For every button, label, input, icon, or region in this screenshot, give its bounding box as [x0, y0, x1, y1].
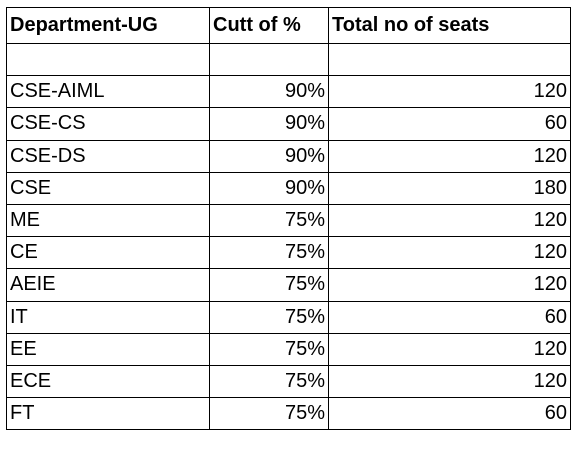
cell-cutoff: 90%	[209, 171, 329, 205]
cell-seats: 60	[328, 107, 571, 141]
cell-cutoff: 90%	[209, 75, 329, 109]
cell-department: EE	[6, 332, 210, 366]
table-row: FT 75% 60	[6, 397, 571, 431]
cell-seats: 60	[328, 300, 571, 334]
cell-cutoff: 75%	[209, 364, 329, 399]
cell-department: AEIE	[6, 268, 210, 302]
cell-seats: 120	[328, 236, 571, 270]
cell-cutoff: 90%	[209, 139, 329, 173]
cell-seats: 120	[328, 364, 571, 399]
header-department: Department-UG	[6, 7, 210, 44]
table-row	[6, 42, 571, 77]
header-cutoff: Cutt of %	[209, 7, 329, 44]
cell-cutoff: 75%	[209, 397, 329, 431]
cell-department: ECE	[6, 364, 210, 399]
cell-seats: 120	[328, 268, 571, 302]
cell-cutoff: 75%	[209, 203, 329, 238]
cell-seats: 180	[328, 171, 571, 205]
cell-department: CSE-DS	[6, 139, 210, 173]
table-row: ECE 75% 120	[6, 364, 571, 399]
cell-seats: 60	[328, 397, 571, 431]
cell-seats: 120	[328, 332, 571, 366]
table-row: CSE 90% 180	[6, 171, 571, 205]
cell-cutoff	[209, 42, 329, 77]
cell-cutoff: 75%	[209, 236, 329, 270]
table-row: CSE-CS 90% 60	[6, 107, 571, 141]
cell-seats	[328, 42, 571, 77]
cell-department: FT	[6, 397, 210, 431]
table-row: IT 75% 60	[6, 300, 571, 334]
cell-seats: 120	[328, 203, 571, 238]
cell-cutoff: 75%	[209, 268, 329, 302]
cell-department: CE	[6, 236, 210, 270]
table-row: CSE-AIML 90% 120	[6, 75, 571, 109]
cell-department	[6, 42, 210, 77]
cell-cutoff: 90%	[209, 107, 329, 141]
cell-department: IT	[6, 300, 210, 334]
table-row: CSE-DS 90% 120	[6, 139, 571, 173]
cell-cutoff: 75%	[209, 332, 329, 366]
table-row: EE 75% 120	[6, 332, 571, 366]
table-row: CE 75% 120	[6, 236, 571, 270]
cell-seats: 120	[328, 139, 571, 173]
cell-department: CSE-CS	[6, 107, 210, 141]
table-header-row: Department-UG Cutt of % Total no of seat…	[6, 7, 571, 44]
department-seats-table: Department-UG Cutt of % Total no of seat…	[6, 7, 571, 431]
cell-seats: 120	[328, 75, 571, 109]
cell-department: ME	[6, 203, 210, 238]
cell-cutoff: 75%	[209, 300, 329, 334]
table-row: AEIE 75% 120	[6, 268, 571, 302]
cell-department: CSE-AIML	[6, 75, 210, 109]
table-row: ME 75% 120	[6, 203, 571, 238]
header-total-seats: Total no of seats	[328, 7, 571, 44]
cell-department: CSE	[6, 171, 210, 205]
